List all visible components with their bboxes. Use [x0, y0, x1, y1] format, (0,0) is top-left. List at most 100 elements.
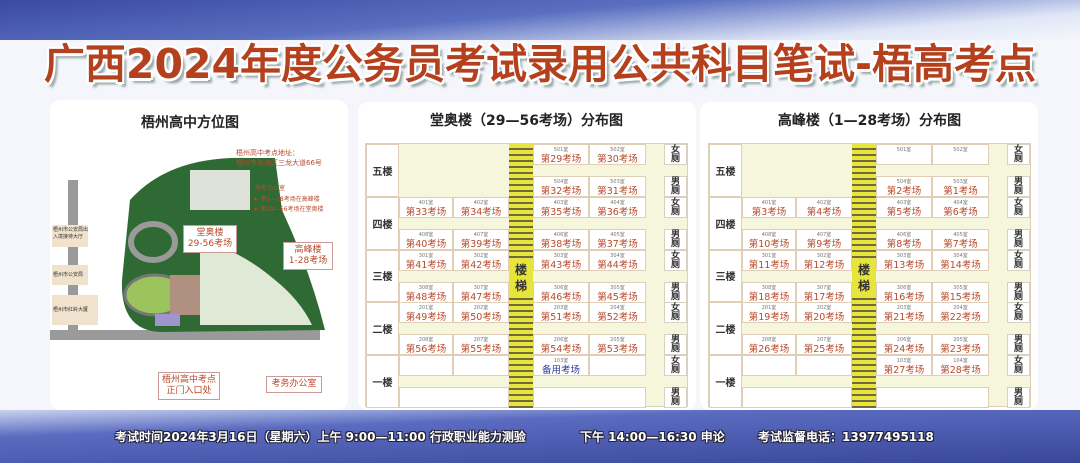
room-number: 503室 — [953, 179, 968, 185]
exam-room-name: 第35考场 — [540, 206, 582, 218]
floor-label: 一楼 — [366, 355, 399, 408]
exam-room: 207室 第25考场 — [796, 334, 852, 356]
exam-room: 205室 第23考场 — [932, 334, 989, 356]
exam-room: 404室 第6考场 — [932, 196, 989, 218]
room-number: 402室 — [473, 199, 489, 206]
exam-room: 302室 第42考场 — [453, 249, 509, 271]
room-number: 305室 — [610, 284, 625, 291]
room-number: 202室 — [816, 305, 832, 312]
place-block-2 — [52, 265, 88, 285]
exam-room-name: 第20考场 — [803, 312, 845, 324]
room-number: 207室 — [816, 337, 832, 344]
exam-room-name: 第29考场 — [540, 154, 582, 165]
exam-room: 502室 — [932, 144, 989, 165]
exam-room: 202室 第50考场 — [453, 302, 509, 324]
exam-room: 405室 第7考场 — [932, 228, 989, 250]
exam-room-name: 第43考场 — [540, 259, 582, 271]
exam-room-name: 第47考场 — [460, 291, 502, 303]
exam-room-name: 第19考场 — [748, 312, 790, 324]
exam-room-name: 第10考场 — [748, 238, 790, 250]
room-number: 405室 — [610, 231, 625, 238]
stair-char: 梯 — [514, 279, 527, 293]
gaofeng-title: 高峰楼（1—28考场）分布图 — [777, 113, 962, 129]
room-number: 403室 — [896, 199, 912, 206]
exam-room-name: 第22考场 — [940, 312, 981, 324]
female-restroom: 女厕 — [664, 196, 687, 218]
room-cell-empty — [399, 387, 509, 409]
roundabout — [128, 221, 178, 263]
exam-room-name: 第50考场 — [460, 312, 502, 324]
female-restroom: 女厕 — [664, 302, 687, 324]
exam-room: 401室 第33考场 — [399, 196, 453, 218]
exam-room: 103室 第27考场 — [876, 355, 932, 377]
exam-room-name: 第7考场 — [943, 238, 978, 250]
exam-room-name: 第54考场 — [540, 344, 582, 356]
room-number: 307室 — [816, 284, 832, 291]
room-number: 303室 — [553, 252, 569, 259]
room-number: 504室 — [553, 179, 569, 185]
room-number: 302室 — [473, 252, 489, 259]
room-number: 304室 — [953, 252, 968, 259]
exam-room-name: 第26考场 — [748, 344, 790, 356]
room-number: 301室 — [418, 252, 434, 259]
exam-room: 204室 第22考场 — [932, 302, 989, 324]
room-number: 205室 — [610, 337, 625, 344]
room-number: 407室 — [473, 231, 489, 238]
exam-room-name: 备用考场 — [541, 365, 580, 377]
exam-room: 301室 第11考场 — [742, 249, 796, 271]
female-restroom: 女厕 — [1007, 355, 1030, 377]
exam-room: 504室 第32考场 — [533, 176, 589, 197]
page-title: 广西2024年度公务员考试录用公共科目笔试-梧高考点 — [43, 40, 1037, 88]
footer-background — [0, 410, 1080, 463]
gym — [155, 314, 180, 326]
exam-room: 501室 — [876, 144, 932, 165]
exam-room — [796, 355, 852, 377]
exam-room: 206室 第54考场 — [533, 334, 589, 356]
road-west — [68, 180, 78, 340]
exam-room: 206室 第24考场 — [876, 334, 932, 356]
exam-room — [742, 355, 796, 377]
exam-room: 303室 第13考场 — [876, 249, 932, 271]
exam-room-name: 第28考场 — [940, 365, 981, 377]
room-number: 301室 — [761, 252, 777, 259]
exam-room: 403室 第35考场 — [533, 196, 589, 218]
room-number: 406室 — [896, 231, 912, 238]
exam-room-name: 第51考场 — [540, 312, 582, 324]
exam-room-name: 第34考场 — [460, 206, 502, 218]
exam-room-name: 第32考场 — [540, 186, 582, 197]
exam-room: 406室 第38考场 — [533, 228, 589, 250]
callout-gaofeng: 高峰楼 1-28考场 — [283, 242, 333, 270]
room-number: 305室 — [953, 284, 968, 291]
exam-room — [453, 355, 509, 377]
exam-room-name: 第25考场 — [803, 344, 845, 356]
room-number: 206室 — [553, 337, 569, 344]
exam-room: 306室 第46考场 — [533, 281, 589, 303]
female-restroom: 女厕 — [664, 355, 687, 377]
floor-label: 二楼 — [709, 302, 742, 356]
room-number: 306室 — [896, 284, 912, 291]
exam-room-name: 第44考场 — [597, 259, 638, 271]
place-entry-exit-hall: 梧州市公安局出入境接待大厅 — [53, 227, 89, 240]
exam-room-name: 第40考场 — [405, 238, 447, 250]
floor-label: 四楼 — [366, 196, 399, 250]
place-police-bureau: 梧州市公安局 — [53, 272, 84, 278]
callout-tangao-name: 堂奥楼 — [196, 228, 224, 238]
room-number: 207室 — [473, 337, 489, 344]
address-label: 梧州高中考点地址： — [236, 149, 299, 157]
room-number: 503室 — [610, 179, 625, 185]
exam-room: 306室 第16考场 — [876, 281, 932, 303]
callout-gate: 梧州高中考点 正门入口处 — [158, 372, 220, 400]
male-restroom: 男厕 — [1007, 387, 1030, 409]
exam-room-name: 第56考场 — [405, 344, 447, 356]
exam-room-name: 第11考场 — [748, 259, 790, 271]
exam-room: 307室 第47考场 — [453, 281, 509, 303]
header-background — [0, 0, 1080, 40]
female-restroom: 女厕 — [1007, 302, 1030, 324]
male-restroom: 男厕 — [664, 334, 687, 356]
exam-room-name: 第38考场 — [540, 238, 582, 250]
male-restroom: 男厕 — [664, 228, 687, 250]
room-number: 201室 — [761, 305, 777, 312]
exam-room: 305室 第15考场 — [932, 281, 989, 303]
exam-room-name: 第23考场 — [940, 344, 981, 356]
room-number: 201室 — [418, 305, 434, 312]
